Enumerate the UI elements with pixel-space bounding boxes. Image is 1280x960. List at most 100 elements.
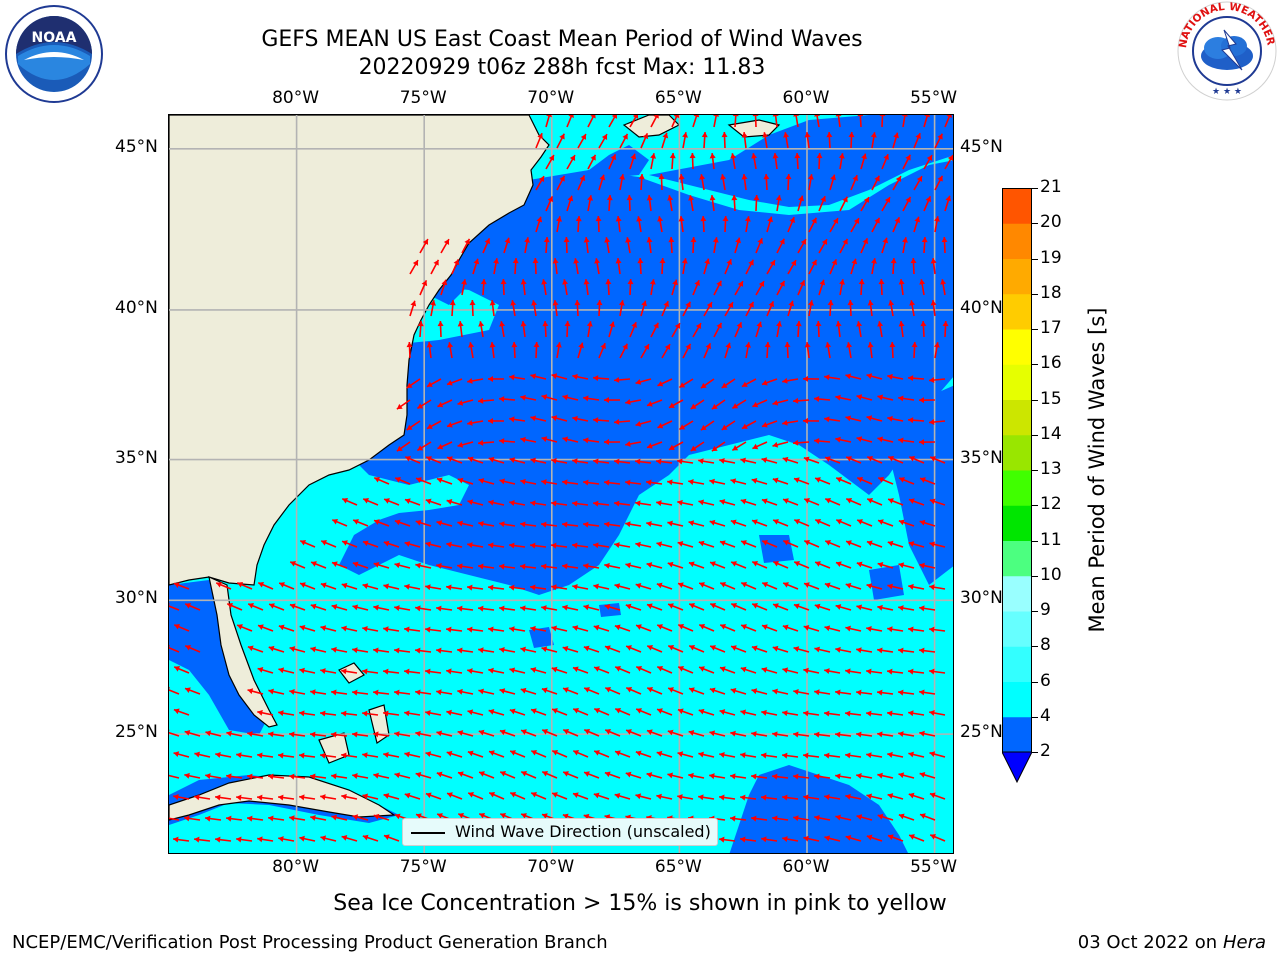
wave-direction-arrow (457, 399, 474, 406)
wave-direction-arrow (426, 342, 433, 359)
wave-direction-arrow (533, 341, 540, 359)
wave-direction-arrow (472, 258, 480, 275)
wave-direction-arrow (604, 521, 621, 528)
wave-direction-arrow (690, 399, 705, 410)
wave-direction-arrow (839, 238, 849, 254)
wave-direction-arrow (908, 668, 925, 675)
wave-direction-arrow (814, 646, 831, 653)
wave-direction-arrow (772, 115, 779, 128)
wave-direction-arrow (583, 521, 600, 528)
wave-direction-arrow (888, 300, 895, 317)
wave-direction-arrow (608, 321, 615, 338)
wave-direction-arrow (320, 625, 337, 632)
wave-direction-arrow (603, 397, 621, 404)
wave-direction-arrow (730, 645, 747, 653)
wave-direction-arrow (908, 626, 925, 633)
wave-direction-arrow (898, 477, 915, 485)
wave-direction-arrow (425, 668, 442, 675)
wave-direction-arrow (772, 645, 789, 653)
wave-direction-arrow (572, 708, 589, 716)
wave-direction-arrow (587, 115, 596, 128)
wave-direction-arrow (740, 581, 757, 590)
wave-direction-arrow (829, 174, 836, 191)
wave-direction-arrow (866, 710, 883, 717)
wave-direction-arrow (929, 541, 946, 548)
colorbar-extend-arrow (1001, 751, 1033, 784)
wave-direction-arrow (498, 438, 516, 445)
wave-direction-arrow (803, 498, 820, 506)
legend-label: Wind Wave Direction (unscaled) (455, 822, 711, 841)
wave-direction-arrow (835, 436, 852, 443)
wave-direction-arrow (320, 794, 337, 801)
wave-direction-arrow (593, 666, 610, 674)
wave-direction-arrow (449, 299, 456, 317)
wave-direction-arrow (677, 458, 694, 465)
wave-direction-arrow (719, 540, 736, 548)
wave-direction-arrow (446, 750, 463, 758)
wave-direction-arrow (646, 195, 653, 212)
wave-direction-arrow (415, 772, 432, 779)
wave-direction-arrow (845, 582, 862, 590)
colorbar-tick-mark (1032, 223, 1038, 225)
wave-direction-arrow (797, 195, 804, 212)
colorbar-tick-mark (1032, 258, 1038, 260)
wave-direction-arrow (352, 647, 369, 654)
wave-direction-arrow (889, 341, 896, 359)
wave-direction-arrow (646, 399, 663, 407)
wave-direction-arrow (394, 605, 411, 612)
wave-direction-arrow (299, 667, 316, 674)
wave-direction-arrow (719, 623, 736, 632)
wave-direction-arrow (815, 320, 822, 338)
wave-direction-arrow (656, 708, 673, 716)
wave-direction-arrow (803, 667, 820, 674)
wave-direction-arrow (184, 730, 201, 737)
wave-direction-arrow (772, 560, 789, 569)
wave-direction-arrow (907, 417, 925, 424)
wave-direction-arrow (566, 115, 574, 128)
wave-direction-arrow (629, 321, 637, 338)
wave-direction-arrow (583, 237, 590, 254)
wave-direction-arrow (457, 730, 474, 737)
wave-direction-arrow (352, 604, 369, 611)
wave-direction-arrow (331, 646, 348, 653)
wave-direction-arrow (478, 647, 495, 654)
wave-direction-arrow (709, 519, 726, 527)
wave-direction-arrow (593, 583, 610, 590)
wave-direction-arrow (942, 320, 949, 338)
wave-direction-arrow (751, 478, 768, 485)
colorbar-tick-mark (1032, 188, 1038, 189)
wave-direction-arrow (467, 584, 484, 591)
wave-direction-arrow (818, 238, 828, 254)
wave-direction-arrow (417, 320, 424, 338)
wave-direction-arrow (215, 836, 232, 843)
wave-direction-arrow (352, 773, 369, 779)
wave-direction-arrow (722, 215, 729, 233)
wave-direction-arrow (919, 562, 936, 569)
wave-direction-arrow (814, 603, 831, 611)
wave-direction-arrow (866, 373, 883, 380)
wave-direction-arrow (194, 751, 211, 758)
lon-label-bottom: 55°W (910, 857, 958, 877)
wave-direction-arrow (215, 751, 232, 758)
colorbar-tick-label: 13 (1040, 459, 1062, 479)
wave-direction-arrow (755, 321, 763, 338)
wave-direction-arrow (772, 815, 789, 822)
wave-direction-arrow (850, 217, 860, 233)
wave-direction-arrow (650, 153, 657, 170)
wave-direction-arrow (835, 731, 852, 738)
wave-direction-arrow (709, 153, 716, 170)
wave-direction-arrow (944, 195, 952, 212)
wave-direction-arrow (940, 279, 947, 296)
wave-direction-arrow (530, 457, 547, 464)
wave-direction-arrow (646, 237, 653, 254)
wave-direction-arrow (745, 301, 755, 317)
wave-direction-arrow (169, 687, 180, 695)
wave-direction-arrow (299, 835, 316, 842)
wave-direction-arrow (824, 456, 841, 464)
wave-direction-arrow (709, 645, 726, 653)
wave-direction-arrow (236, 624, 253, 632)
wave-direction-arrow (816, 152, 823, 170)
wave-direction-arrow (688, 772, 705, 779)
wave-direction-arrow (887, 793, 904, 800)
wave-direction-arrow (681, 258, 688, 275)
